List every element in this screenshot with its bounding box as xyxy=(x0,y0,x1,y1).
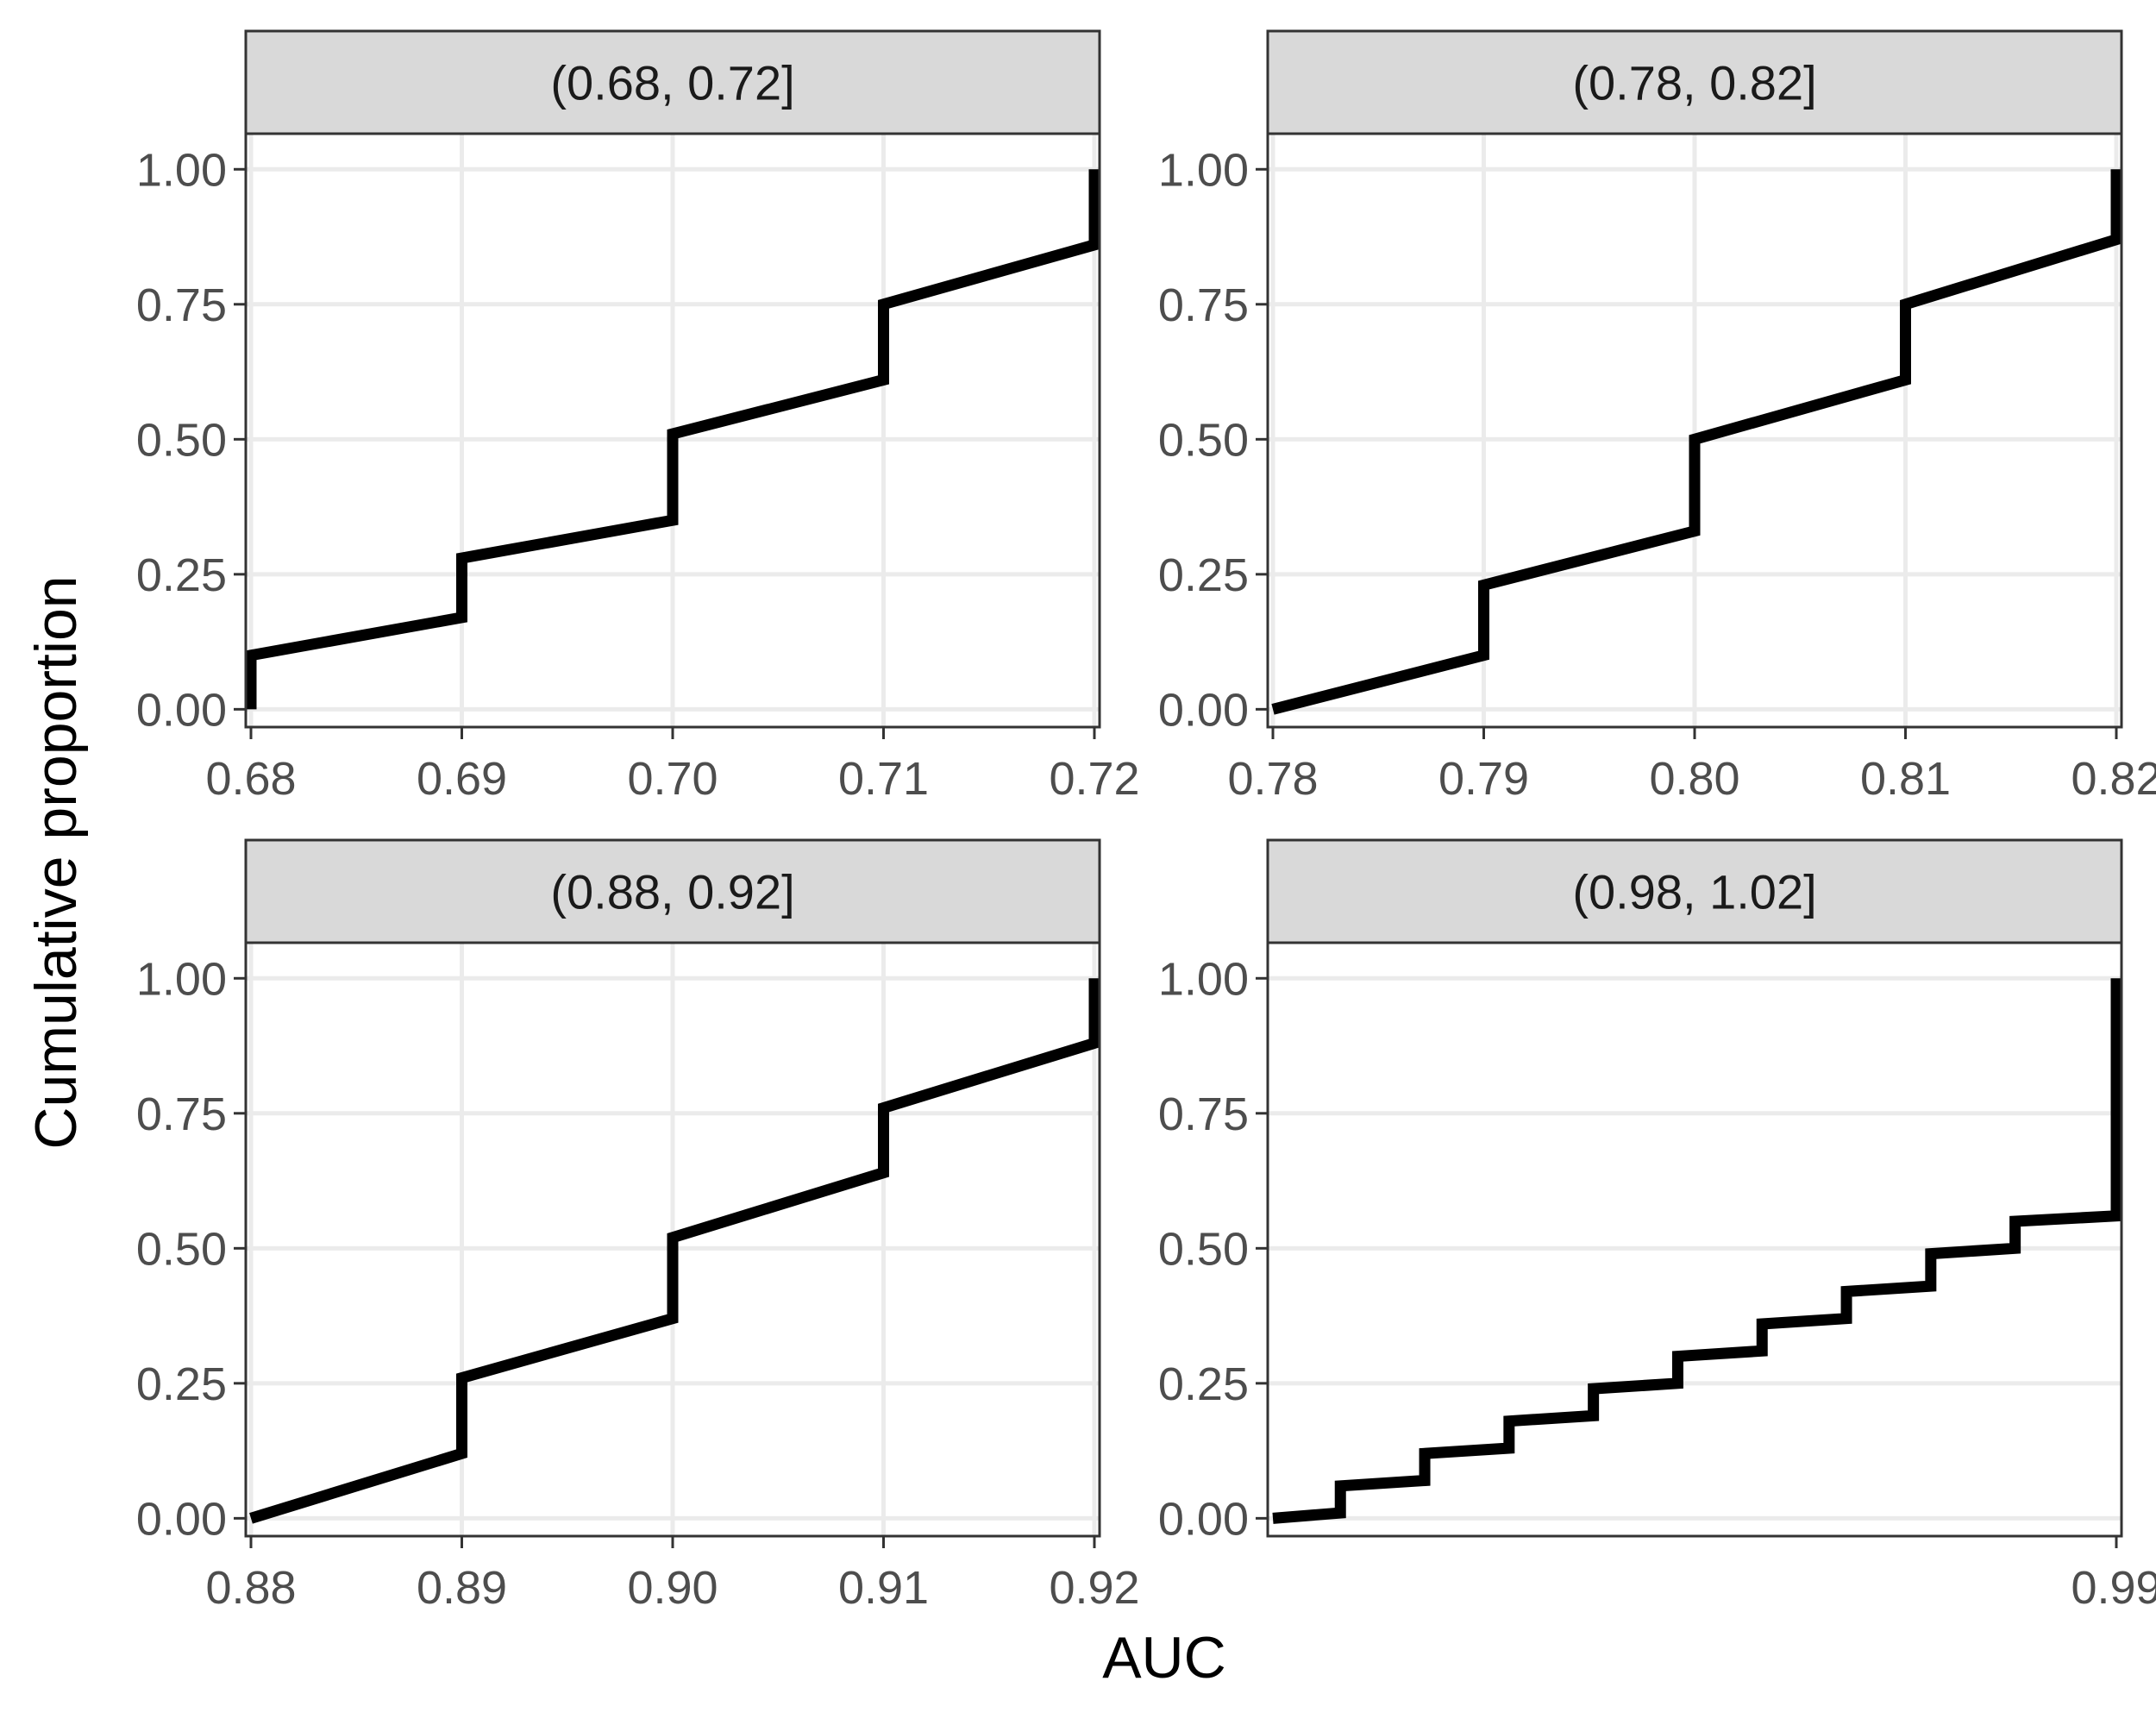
ecdf-step-line xyxy=(245,169,1100,710)
x-tick-label: 0.90 xyxy=(627,1562,718,1614)
x-tick-label: 0.88 xyxy=(205,1562,296,1614)
facet-strip xyxy=(1266,29,2123,135)
x-tick-label: 0.79 xyxy=(1438,753,1529,805)
x-tick-label: 0.70 xyxy=(627,753,718,805)
y-tick-label: 0.75 xyxy=(1158,1088,1249,1140)
facet-panel: (0.68, 0.72] 0.00 0.25 0.50 0.75 1.00 0.68 0.69… xyxy=(136,29,1140,805)
facet-strip xyxy=(244,838,1101,944)
y-tick-label: 1.00 xyxy=(136,144,227,196)
ecdf-step-line xyxy=(1271,169,2122,715)
x-tick-label: 0.71 xyxy=(838,753,929,805)
ecdf-step-line xyxy=(249,978,1100,1524)
y-tick-label: 1.00 xyxy=(136,953,227,1005)
facet-strip xyxy=(1266,838,2123,944)
facet-strip-label: (0.78, 0.82] xyxy=(1572,56,1816,110)
y-tick-label: 0.25 xyxy=(136,1358,227,1410)
x-tick-label: 0.80 xyxy=(1649,753,1739,805)
x-tick-label: 0.72 xyxy=(1049,753,1139,805)
y-tick-label: 0.00 xyxy=(1158,684,1249,736)
y-tick-label: 0.25 xyxy=(1158,1358,1249,1410)
x-tick-label: 0.82 xyxy=(2071,753,2156,805)
x-tick-label: 0.99 xyxy=(2071,1562,2156,1614)
facet-strip xyxy=(244,29,1101,135)
facet-panel: (0.78, 0.82] 0.00 0.25 0.50 0.75 1.00 0.78 0.79… xyxy=(1158,29,2156,805)
panel-border xyxy=(1266,941,2123,1538)
panel-background xyxy=(1268,943,2122,1536)
facet-panel: (0.98, 1.02] 0.00 0.25 0.50 0.75 1.00 0.99 xyxy=(1158,838,2156,1614)
x-axis-title: AUC xyxy=(1102,1625,1226,1690)
y-tick-label: 1.00 xyxy=(1158,144,1249,196)
y-tick-label: 1.00 xyxy=(1158,953,1249,1005)
y-tick-label: 0.25 xyxy=(136,549,227,601)
y-tick-label: 0.50 xyxy=(136,414,227,466)
y-tick-label: 0.50 xyxy=(1158,1223,1249,1275)
x-tick-label: 0.78 xyxy=(1227,753,1318,805)
x-tick-label: 0.68 xyxy=(205,753,296,805)
y-tick-label: 0.50 xyxy=(1158,414,1249,466)
y-axis-title: Cumulative proportion xyxy=(23,575,89,1149)
y-tick-label: 0.00 xyxy=(136,684,227,736)
y-tick-label: 0.75 xyxy=(1158,279,1249,331)
y-tick-label: 0.50 xyxy=(136,1223,227,1275)
facet-strip-label: (0.68, 0.72] xyxy=(550,56,794,110)
y-tick-label: 0.00 xyxy=(136,1493,227,1545)
y-tick-label: 0.00 xyxy=(1158,1493,1249,1545)
y-tick-label: 0.75 xyxy=(136,1088,227,1140)
panel-border xyxy=(244,132,1101,729)
x-tick-label: 0.89 xyxy=(417,1562,507,1614)
panels-layer: (0.68, 0.72] 0.00 0.25 0.50 0.75 1.00 0.68 0.69… xyxy=(136,29,2156,1614)
x-tick-label: 0.81 xyxy=(1860,753,1951,805)
x-tick-label: 0.69 xyxy=(417,753,507,805)
x-tick-label: 0.91 xyxy=(838,1562,929,1614)
y-tick-label: 0.75 xyxy=(136,279,227,331)
ecdf-step-line xyxy=(1272,978,2122,1524)
y-tick-label: 0.25 xyxy=(1158,549,1249,601)
facet-panel: (0.88, 0.92] 0.00 0.25 0.50 0.75 1.00 0.88 0.89… xyxy=(136,838,1140,1614)
panel-border xyxy=(1266,132,2123,729)
x-tick-label: 0.92 xyxy=(1049,1562,1139,1614)
facet-strip-label: (0.98, 1.02] xyxy=(1572,865,1816,919)
facet-strip-label: (0.88, 0.92] xyxy=(550,865,794,919)
panel-border xyxy=(244,941,1101,1538)
